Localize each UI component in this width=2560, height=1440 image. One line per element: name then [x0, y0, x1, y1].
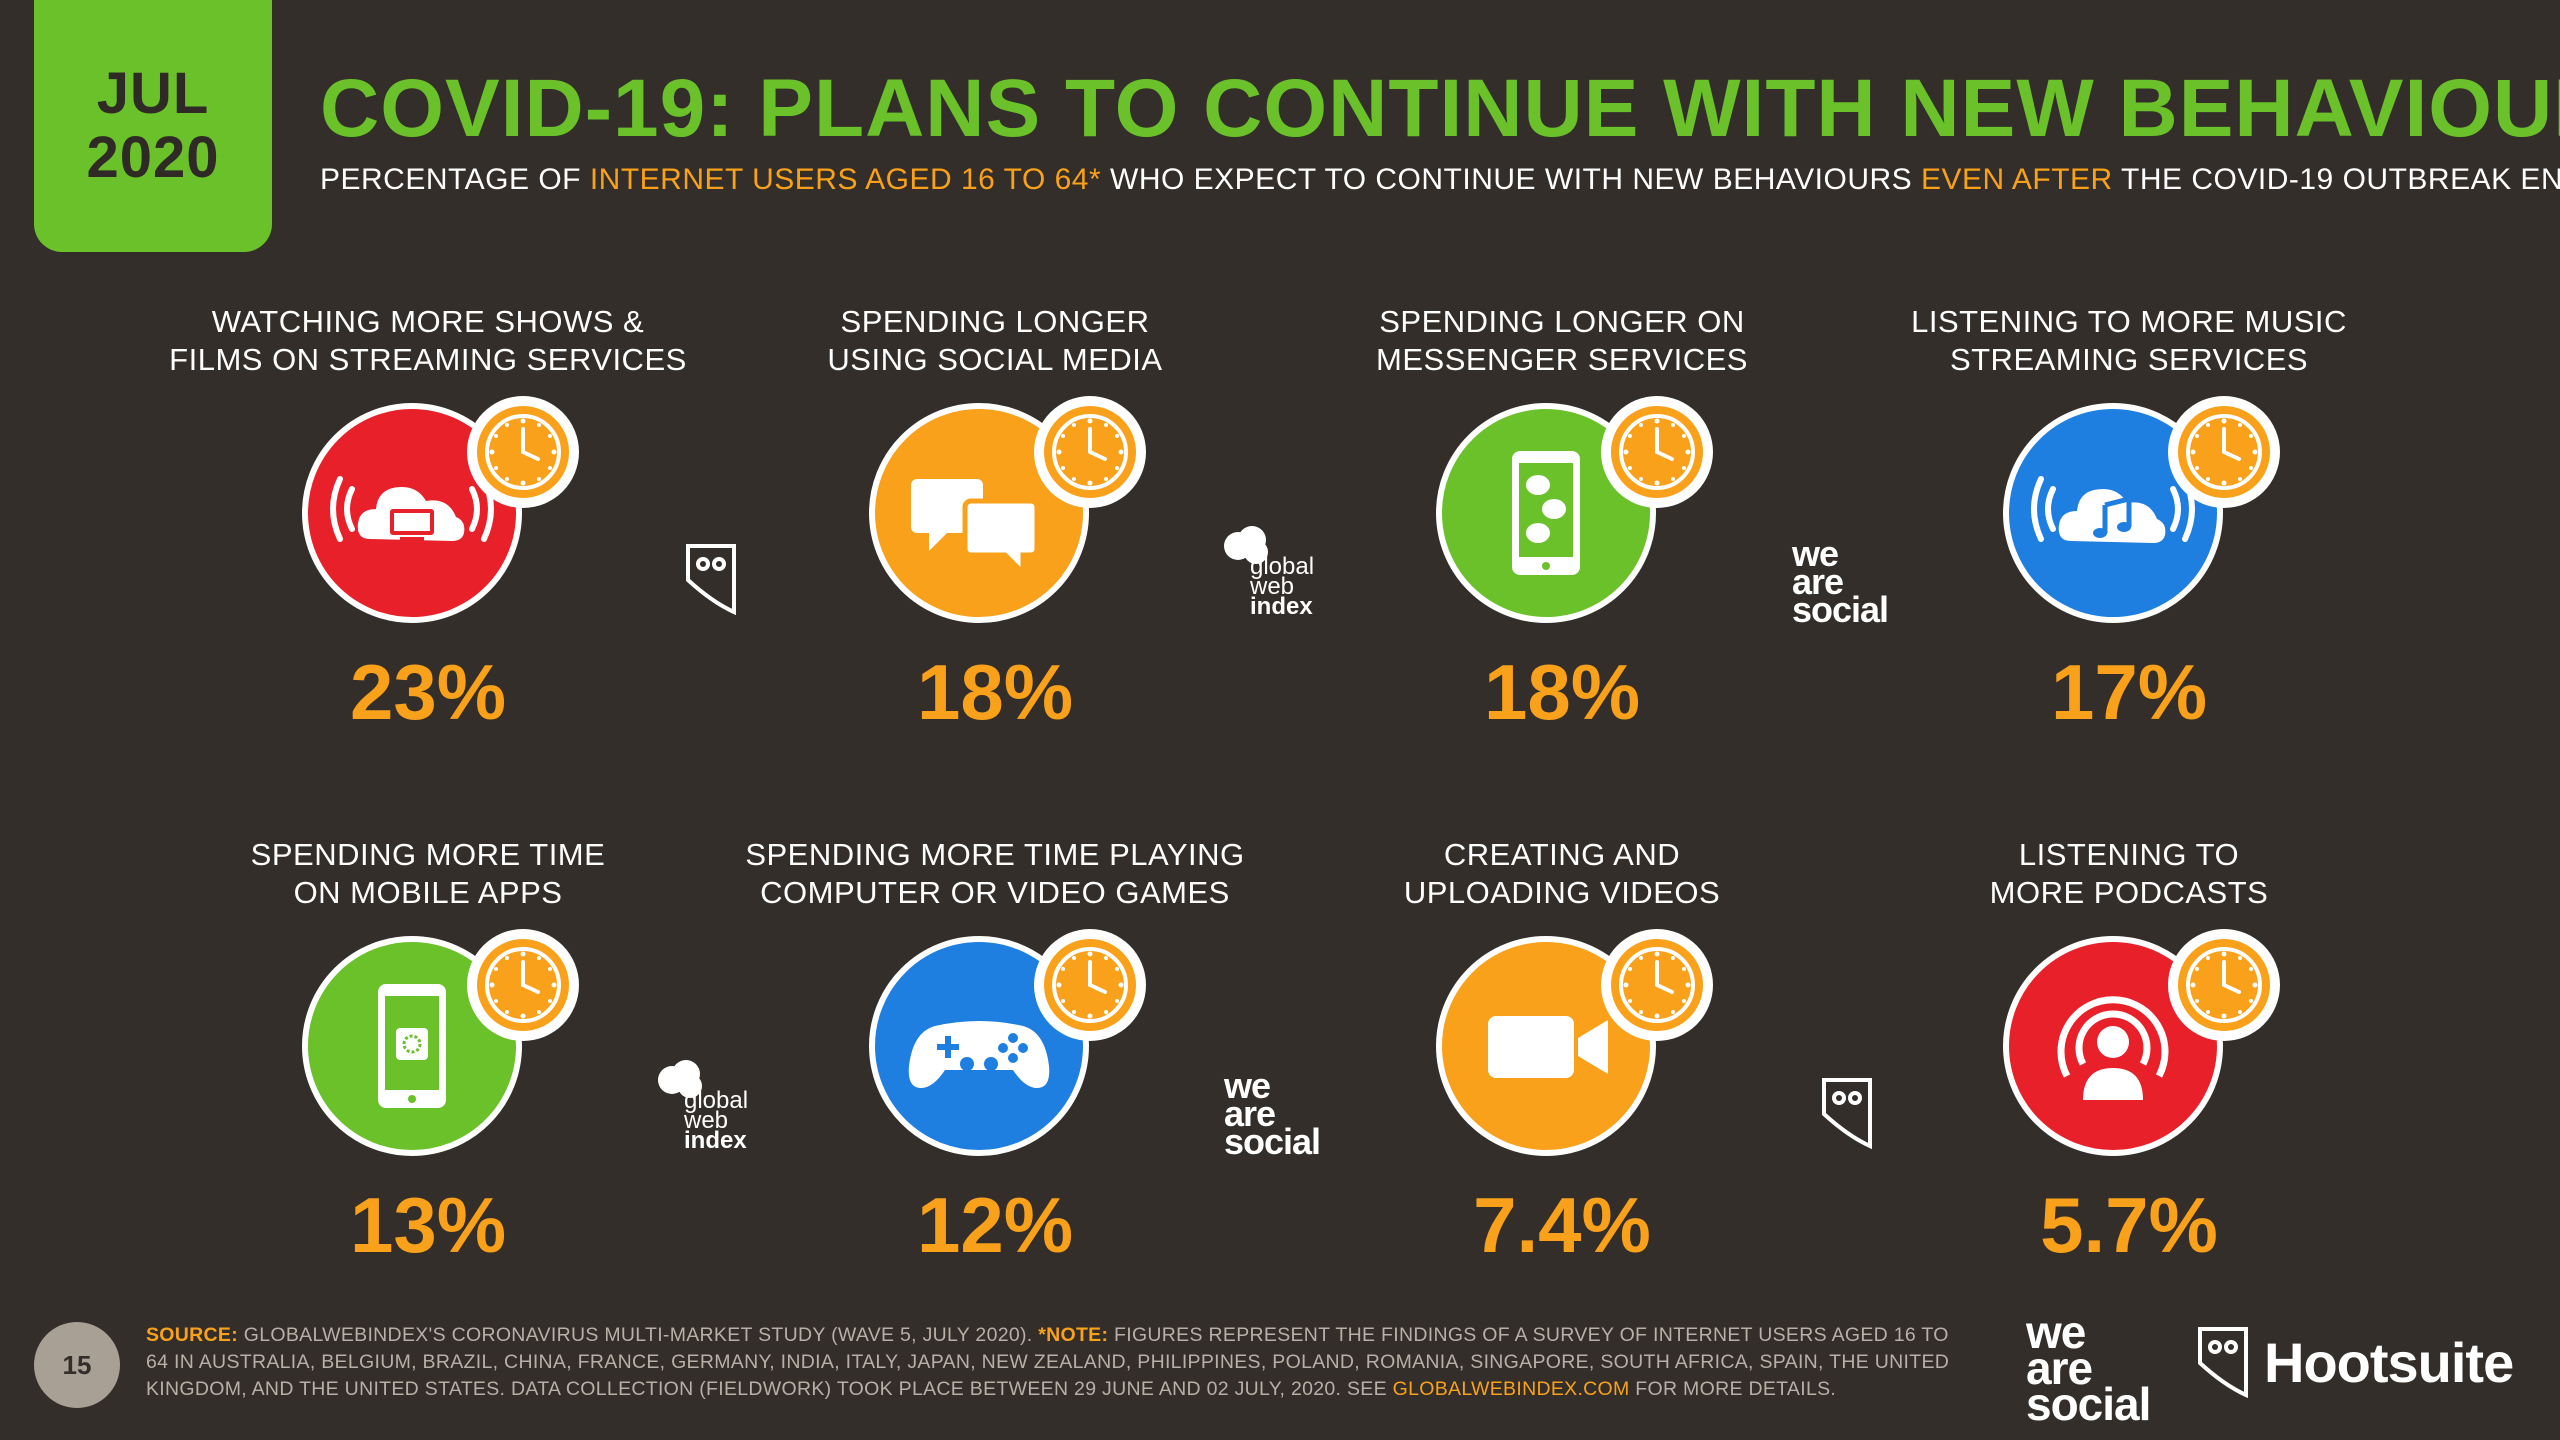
clock-icon: [467, 929, 579, 1041]
hootsuite-owl-icon: [2198, 1327, 2248, 1399]
stat-value: 12%: [916, 1181, 1074, 1269]
stat-label: WATCHING MORE SHOWS & FILMS ON STREAMING …: [169, 304, 687, 377]
stat-cell-messenger: SPENDING LONGER ON MESSENGER SERVICES 18%: [1279, 303, 1845, 737]
stat-cell-videos: CREATING AND UPLOADING VIDEOS 7.4%: [1279, 836, 1845, 1270]
stat-label: SPENDING LONGER ON MESSENGER SERVICES: [1376, 304, 1748, 377]
stat-value: 7.4%: [1473, 1181, 1651, 1269]
mobile-app-icon: [302, 936, 522, 1156]
gwi-logo: global web index: [1222, 524, 1314, 619]
stat-value: 13%: [349, 1181, 507, 1269]
hootsuite-owl-icon: [686, 544, 736, 616]
date-tab: JUL 2020: [34, 0, 272, 252]
podcast-icon: [2003, 936, 2223, 1156]
stat-cell-mobile-apps: SPENDING MORE TIME ON MOBILE APPS 13%: [145, 836, 711, 1270]
gwi-cloud-icon: [1224, 526, 1268, 564]
clock-icon: [1034, 396, 1146, 508]
we-are-social-logo: we are social: [1792, 533, 1889, 630]
gwi-cloud-icon: [658, 1060, 702, 1098]
stat-label: LISTENING TO MORE PODCASTS: [1989, 837, 2269, 910]
stat-value: 18%: [916, 648, 1074, 736]
stat-cell-social-media: SPENDING LONGER USING SOCIAL MEDIA 18%: [712, 303, 1278, 737]
stat-cell-podcasts: LISTENING TO MORE PODCASTS 5.7%: [1846, 836, 2412, 1270]
clock-icon: [1601, 929, 1713, 1041]
clock-icon: [467, 396, 579, 508]
clock-icon: [1034, 929, 1146, 1041]
stat-cell-music-streaming: LISTENING TO MORE MUSIC STREAMING SERVICE…: [1846, 303, 2412, 737]
stat-cell-streaming-shows: WATCHING MORE SHOWS & FILMS ON STREAMING …: [145, 303, 711, 737]
we-are-social-logo: we are social: [1224, 1065, 1321, 1162]
clock-icon: [1601, 396, 1713, 508]
hootsuite-footer-logo: Hootsuite: [2194, 1322, 2514, 1402]
stat-label: LISTENING TO MORE MUSIC STREAMING SERVICE…: [1911, 304, 2347, 377]
hootsuite-wordmark: Hootsuite: [2264, 1330, 2514, 1394]
stat-label: SPENDING LONGER USING SOCIAL MEDIA: [827, 304, 1163, 377]
clock-icon: [2168, 929, 2280, 1041]
stat-label: SPENDING MORE TIME ON MOBILE APPS: [250, 837, 606, 910]
stat-value: 17%: [2050, 648, 2208, 736]
stat-label: CREATING AND UPLOADING VIDEOS: [1403, 837, 1721, 910]
page-number: 15: [34, 1322, 120, 1408]
clock-icon: [2168, 396, 2280, 508]
stat-value: 18%: [1483, 648, 1641, 736]
gwi-logo: global web index: [656, 1058, 748, 1153]
stat-label: SPENDING MORE TIME PLAYING COMPUTER OR VI…: [745, 837, 1245, 910]
footer-source-note: SOURCE: GLOBALWEBINDEX'S CORONAVIRUS MUL…: [146, 1324, 1950, 1400]
hootsuite-owl-icon: [1822, 1078, 1872, 1150]
stat-cell-video-games: SPENDING MORE TIME PLAYING COMPUTER OR VI…: [712, 836, 1278, 1270]
date-year: 2020: [86, 125, 220, 190]
stat-value: 5.7%: [2040, 1181, 2218, 1269]
page-title: COVID-19: PLANS TO CONTINUE WITH NEW BEH…: [320, 63, 2560, 154]
date-month: JUL: [96, 61, 210, 126]
stat-value: 23%: [349, 648, 507, 736]
we-are-social-footer-logo: we are social: [2026, 1306, 2151, 1430]
page-subtitle: PERCENTAGE OF INTERNET USERS AGED 16 TO …: [320, 163, 2560, 196]
gwi-link[interactable]: GLOBALWEBINDEX.COM: [1392, 1378, 1630, 1400]
